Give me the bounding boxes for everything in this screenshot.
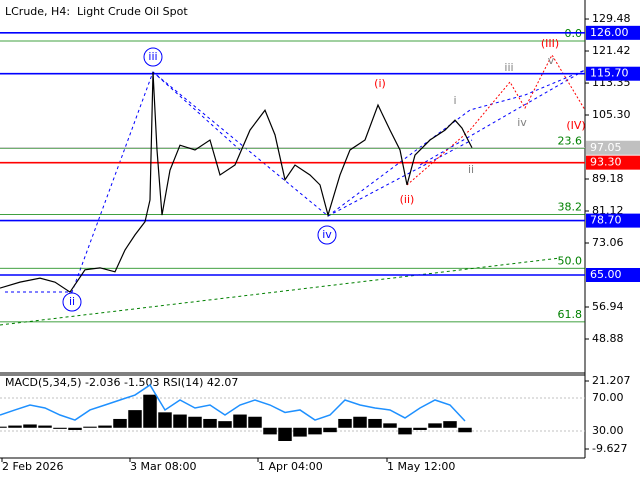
wave-lines bbox=[0, 53, 586, 326]
wave-label: (i) bbox=[374, 77, 386, 90]
y-tick-label: 48.88 bbox=[592, 332, 624, 345]
macd-bar bbox=[383, 423, 397, 428]
macd-bar bbox=[308, 427, 322, 435]
macd-bar bbox=[428, 423, 442, 428]
wave-label: iii bbox=[504, 61, 513, 74]
wave-label: (ii) bbox=[400, 193, 415, 206]
wave-label: (IV) bbox=[566, 119, 585, 132]
macd-bar bbox=[53, 427, 67, 429]
macd-bar bbox=[0, 426, 7, 428]
wave-line bbox=[327, 69, 586, 217]
macd-bar bbox=[188, 416, 202, 428]
wave-label: v bbox=[548, 54, 555, 67]
wave-label: iv bbox=[517, 116, 527, 129]
macd-bar bbox=[458, 427, 472, 433]
macd-bar bbox=[203, 418, 217, 428]
level-label: 93.30 bbox=[590, 156, 622, 169]
macd-bar bbox=[8, 425, 22, 428]
macd-bar bbox=[68, 427, 82, 430]
macd-bar bbox=[38, 425, 52, 428]
level-tag bbox=[586, 213, 640, 228]
macd-bar bbox=[443, 421, 457, 428]
price-line bbox=[0, 72, 473, 293]
macd-bar bbox=[353, 416, 367, 428]
y-tick-label: 73.06 bbox=[592, 236, 624, 249]
macd-bar bbox=[218, 421, 232, 428]
wave-projection bbox=[406, 53, 586, 186]
level-tag bbox=[586, 155, 640, 170]
macd-bar bbox=[338, 418, 352, 428]
level-label: 65.00 bbox=[590, 268, 622, 281]
wave-label: i bbox=[453, 94, 456, 107]
rsi-line bbox=[0, 383, 466, 422]
macd-bar bbox=[278, 427, 292, 441]
macd-bar bbox=[398, 427, 412, 435]
y2-tick-label: 70.00 bbox=[592, 391, 624, 404]
level-label: 115.70 bbox=[590, 67, 629, 80]
wave-label: (III) bbox=[541, 37, 559, 50]
fib-label: 38.2 bbox=[558, 201, 583, 214]
wave-label: iv bbox=[322, 228, 332, 241]
fib-label: 50.0 bbox=[558, 254, 583, 267]
level-label: 126.00 bbox=[590, 26, 629, 39]
macd-bar bbox=[233, 414, 247, 428]
fib-label: 23.6 bbox=[558, 134, 583, 147]
macd-bar bbox=[158, 412, 172, 428]
macd-bar bbox=[113, 418, 127, 428]
trend-line bbox=[0, 257, 561, 326]
y-tick-label: 89.18 bbox=[592, 172, 624, 185]
y-tick-label: 56.94 bbox=[592, 300, 624, 313]
y-tick-label: -9.627 bbox=[592, 442, 627, 455]
y-tick-label: 129.48 bbox=[592, 12, 631, 25]
macd-bar bbox=[173, 414, 187, 428]
wave-circle bbox=[62, 292, 82, 312]
y2-tick-label: 30.00 bbox=[592, 424, 624, 437]
x-tick-label: 2 Feb 2026 bbox=[2, 460, 63, 473]
x-tick-label: 3 Mar 08:00 bbox=[130, 460, 196, 473]
wave-label: ii bbox=[69, 295, 75, 308]
macd-bar bbox=[293, 427, 307, 437]
level-tag bbox=[586, 66, 640, 81]
macd-bar bbox=[248, 416, 262, 428]
macd-bar bbox=[83, 426, 97, 428]
level-label: 78.70 bbox=[590, 214, 622, 227]
level-tag bbox=[586, 140, 640, 155]
y-tick-label: 21.207 bbox=[592, 374, 631, 387]
macd-bar bbox=[368, 418, 382, 428]
macd-bar bbox=[413, 427, 427, 430]
chart-header: LCrude, H4: Light Crude Oil Spot bbox=[5, 5, 188, 18]
x-tick-label: 1 Apr 04:00 bbox=[258, 460, 323, 473]
macd-bar bbox=[323, 427, 337, 433]
level-label: 97.05 bbox=[590, 141, 622, 154]
wave-line bbox=[152, 71, 241, 151]
wave-label: iii bbox=[148, 50, 157, 63]
wave-circle bbox=[143, 47, 163, 67]
wave-circle bbox=[317, 225, 337, 245]
macd-bar bbox=[98, 425, 112, 428]
x-tick-label: 1 May 12:00 bbox=[387, 460, 455, 473]
level-tag bbox=[586, 267, 640, 282]
macd-bar bbox=[143, 394, 157, 428]
wave-label: ii bbox=[468, 163, 474, 176]
level-tag bbox=[586, 25, 640, 40]
y-tick-label: 105.30 bbox=[592, 108, 631, 121]
wave-line bbox=[419, 69, 586, 166]
indicator-title: MACD(5,34,5) -2.036 -1.503 RSI(14) 42.07 bbox=[5, 376, 238, 389]
macd-bar bbox=[128, 410, 142, 428]
macd-bar bbox=[23, 424, 37, 428]
macd-bar bbox=[263, 427, 277, 435]
y-tick-label: 121.42 bbox=[592, 44, 631, 57]
fib-label: 61.8 bbox=[558, 308, 583, 321]
